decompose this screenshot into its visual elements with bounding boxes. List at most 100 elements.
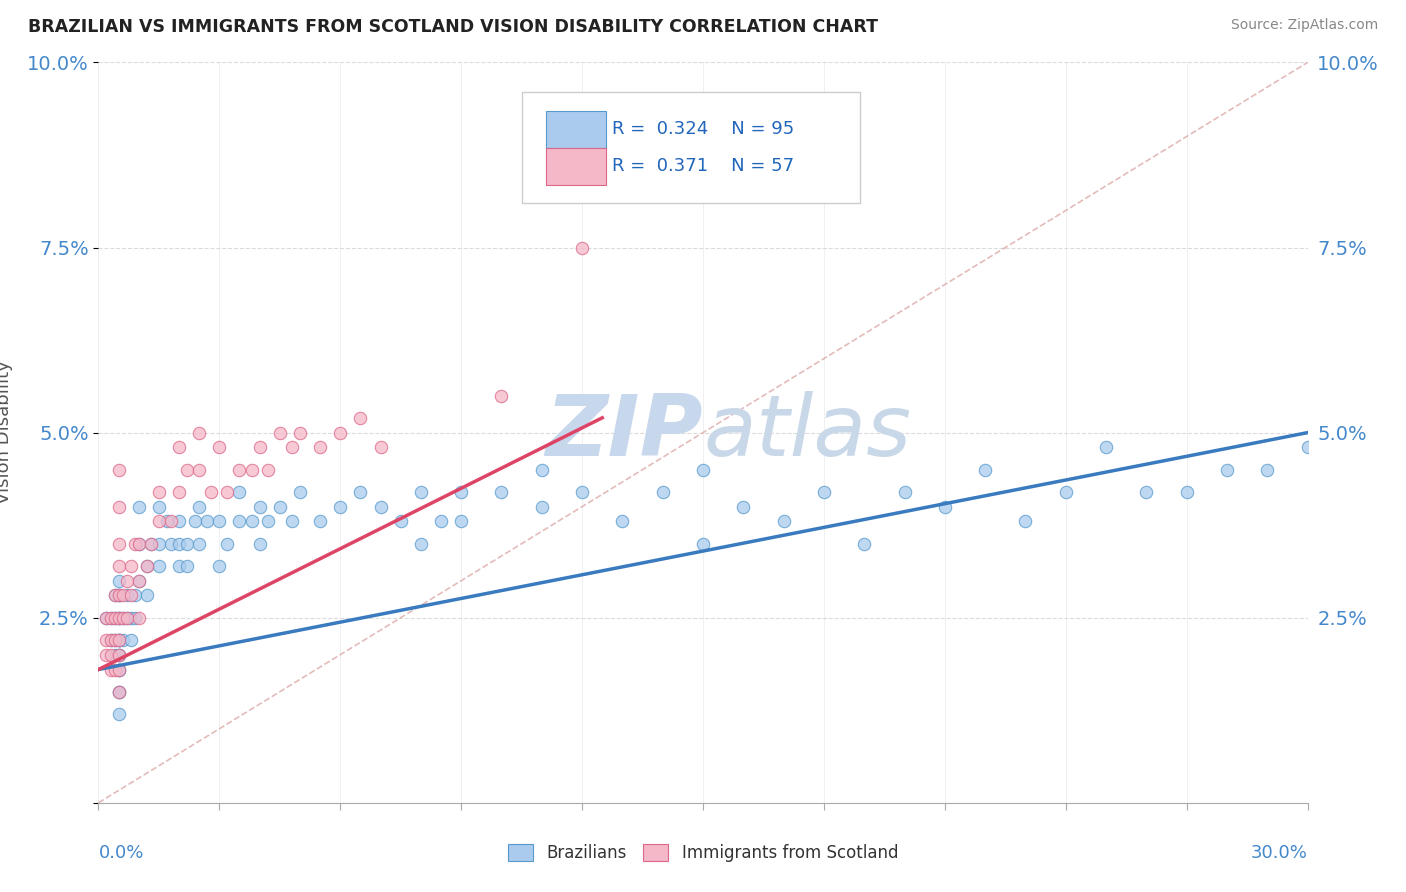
Point: [281, 515, 304, 529]
Point: [240, 462, 263, 476]
Point: [309, 515, 332, 529]
Point: [1296, 441, 1319, 455]
Point: [107, 610, 129, 624]
Point: [115, 610, 138, 624]
Point: [281, 441, 304, 455]
Point: [100, 663, 122, 677]
Point: [111, 610, 134, 624]
Point: [103, 589, 125, 603]
Text: 0.0%: 0.0%: [98, 844, 143, 862]
Point: [893, 484, 915, 499]
Point: [450, 484, 472, 499]
Point: [389, 515, 412, 529]
Point: [100, 610, 122, 624]
Point: [692, 536, 714, 550]
Point: [430, 515, 453, 529]
Point: [124, 536, 146, 550]
Point: [96, 648, 118, 662]
Point: [772, 515, 794, 529]
Point: [148, 536, 170, 550]
Point: [107, 589, 129, 603]
Point: [107, 648, 129, 662]
Text: ZIP: ZIP: [546, 391, 703, 475]
Point: [156, 515, 179, 529]
Point: [249, 441, 271, 455]
Point: [167, 484, 190, 499]
Point: [612, 515, 634, 529]
Point: [167, 441, 190, 455]
Point: [128, 536, 150, 550]
Point: [107, 685, 129, 699]
Point: [96, 610, 118, 624]
Point: [139, 536, 162, 550]
Point: [111, 610, 134, 624]
Point: [256, 515, 278, 529]
Point: [208, 441, 231, 455]
Point: [111, 589, 134, 603]
Point: [139, 536, 162, 550]
Point: [228, 462, 250, 476]
Point: [813, 484, 835, 499]
Point: [124, 589, 146, 603]
Point: [208, 515, 231, 529]
Point: [491, 388, 513, 402]
Point: [228, 484, 250, 499]
Point: [571, 484, 593, 499]
Point: [120, 610, 142, 624]
Point: [692, 462, 714, 476]
Point: [107, 462, 129, 476]
Point: [1014, 515, 1036, 529]
Point: [176, 536, 198, 550]
Text: BRAZILIAN VS IMMIGRANTS FROM SCOTLAND VISION DISABILITY CORRELATION CHART: BRAZILIAN VS IMMIGRANTS FROM SCOTLAND VI…: [28, 18, 879, 36]
Point: [200, 484, 222, 499]
Point: [128, 536, 150, 550]
Point: [103, 610, 125, 624]
Point: [120, 589, 142, 603]
Point: [329, 425, 352, 440]
Point: [349, 410, 371, 425]
FancyBboxPatch shape: [546, 111, 606, 147]
Point: [329, 500, 352, 514]
Point: [176, 462, 198, 476]
Point: [1175, 484, 1198, 499]
Point: [167, 515, 190, 529]
Point: [107, 663, 129, 677]
Point: [103, 632, 125, 647]
Point: [409, 536, 432, 550]
Point: [160, 515, 183, 529]
Point: [107, 663, 129, 677]
Point: [107, 500, 129, 514]
Point: [571, 240, 593, 255]
Point: [103, 648, 125, 662]
Point: [188, 500, 211, 514]
Point: [349, 484, 371, 499]
Point: [107, 536, 129, 550]
Point: [100, 610, 122, 624]
Point: [135, 589, 157, 603]
Point: [107, 632, 129, 647]
Point: [107, 589, 129, 603]
Point: [107, 685, 129, 699]
Point: [100, 632, 122, 647]
Point: [107, 632, 129, 647]
Point: [1216, 462, 1239, 476]
Point: [107, 558, 129, 573]
Point: [96, 610, 118, 624]
Point: [100, 632, 122, 647]
Point: [530, 462, 553, 476]
Point: [934, 500, 956, 514]
Point: [128, 574, 150, 588]
Point: [148, 484, 170, 499]
Point: [309, 441, 332, 455]
Point: [107, 706, 129, 721]
Y-axis label: Vision Disability: Vision Disability: [0, 360, 13, 505]
Text: atlas: atlas: [703, 391, 911, 475]
Point: [107, 589, 129, 603]
Point: [107, 610, 129, 624]
Point: [120, 632, 142, 647]
Point: [409, 484, 432, 499]
Point: [167, 536, 190, 550]
Point: [135, 558, 157, 573]
Text: R =  0.324    N = 95: R = 0.324 N = 95: [613, 120, 794, 138]
Point: [148, 500, 170, 514]
